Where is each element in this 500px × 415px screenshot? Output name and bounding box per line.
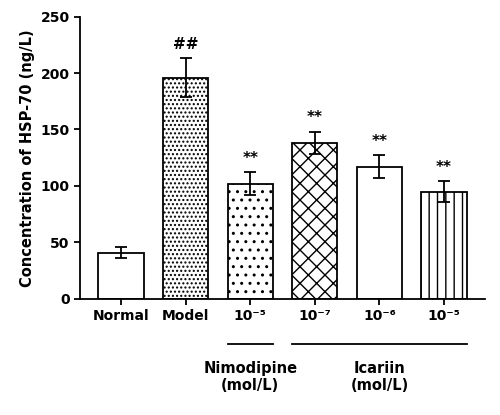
Bar	[292, 143, 338, 299]
Text: ##: ##	[173, 37, 199, 51]
Text: Icariin
(mol/L): Icariin (mol/L)	[350, 361, 408, 393]
Bar	[422, 192, 467, 299]
Text: **: **	[307, 110, 323, 125]
Text: **: **	[242, 151, 258, 166]
Text: **: **	[436, 160, 452, 175]
Y-axis label: Concentration of HSP-70 (ng/L): Concentration of HSP-70 (ng/L)	[20, 29, 35, 286]
Bar	[98, 252, 144, 299]
Bar	[357, 167, 402, 299]
Text: Nimodipine
(mol/L): Nimodipine (mol/L)	[203, 361, 298, 393]
Bar	[163, 78, 208, 299]
Text: **: **	[372, 134, 388, 149]
Bar	[228, 184, 273, 299]
